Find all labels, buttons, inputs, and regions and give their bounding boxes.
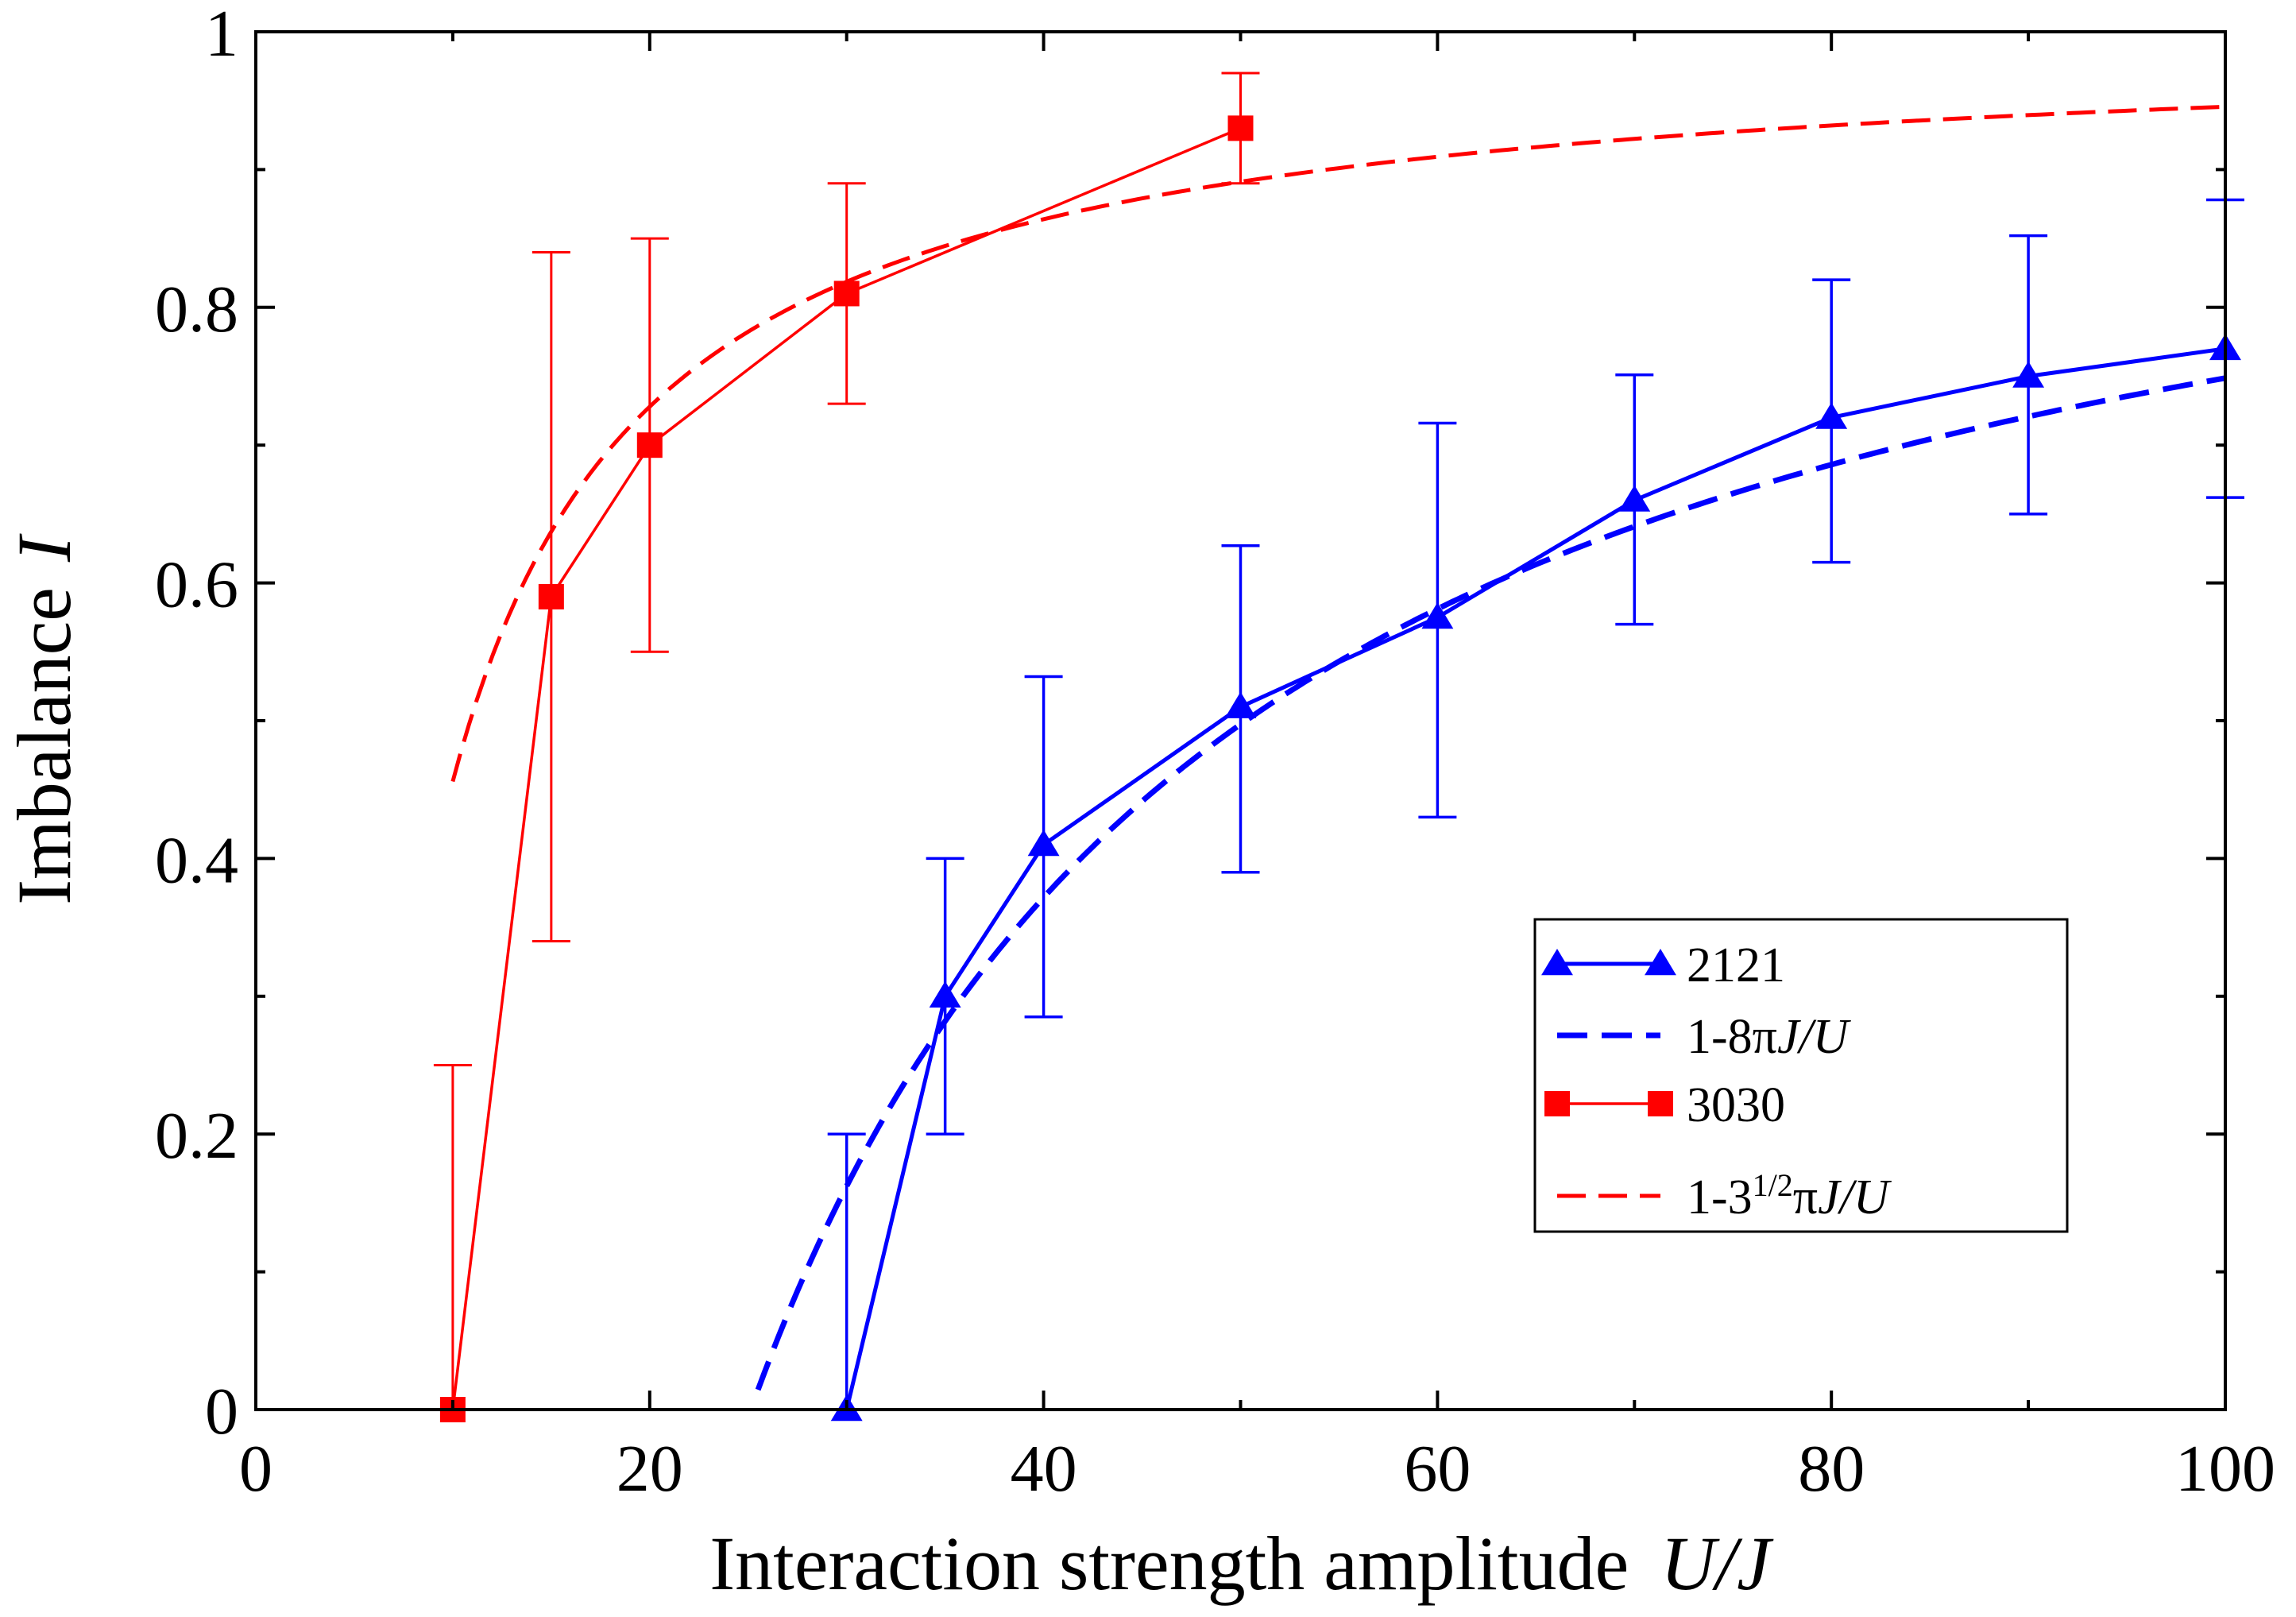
legend-box xyxy=(1533,918,2069,1233)
data-point xyxy=(1618,485,1651,512)
legend-label: 3030 xyxy=(1687,1078,1785,1132)
plot-marks xyxy=(433,72,2244,1422)
x-axis-title-text: Interaction strength amplitude xyxy=(709,1521,1629,1606)
x-tick-label: 100 xyxy=(2175,1432,2275,1506)
data-point xyxy=(1815,402,1848,429)
axes: 0 20 40 60 80 100 0 0.2 0.4 0.6 0.8 1 xyxy=(155,0,2275,1506)
y-tick-label: 0 xyxy=(205,1375,238,1449)
x-tick-label: 60 xyxy=(1404,1432,1471,1506)
data-point xyxy=(1421,602,1454,629)
legend-marker xyxy=(1541,949,1573,976)
legend-label-part: 3030 xyxy=(1687,1078,1785,1132)
y-axis-title-text: Imbalance xyxy=(2,587,87,905)
y-tick-label: 0.2 xyxy=(155,1099,238,1173)
legend-label-part: 2121 xyxy=(1687,938,1785,992)
y-tick-label: 1 xyxy=(205,0,238,71)
data-point xyxy=(1227,115,1254,141)
series-2121 xyxy=(827,198,2244,1422)
y-tick-label: 0.4 xyxy=(155,823,238,897)
legend-label: 1-8πJ/U xyxy=(1687,1010,1852,1064)
legend-entry: 1-31/2πJ/U xyxy=(1557,1167,1892,1225)
y-axis-title: Imbalance I xyxy=(2,533,87,905)
data-point xyxy=(636,432,663,458)
legend-marker xyxy=(1544,1091,1570,1116)
x-axis-title: Interaction strength amplitude U/J xyxy=(709,1521,1774,1606)
legend-label-part: π xyxy=(1793,1170,1818,1224)
data-point xyxy=(929,981,961,1008)
legend-entry: 2121 xyxy=(1541,938,1785,992)
legend-label-part: J/U xyxy=(1777,1010,1852,1064)
x-axis-title-symbol: U/J xyxy=(1660,1521,1774,1606)
y-axis-title-symbol: I xyxy=(2,533,87,563)
data-point xyxy=(1027,830,1060,857)
legend-label-part: 1-8π xyxy=(1687,1010,1777,1064)
data-point xyxy=(833,280,860,307)
legend-label: 2121 xyxy=(1687,938,1785,992)
error-bar xyxy=(433,1064,472,1410)
legend-label: 1-31/2πJ/U xyxy=(1687,1167,1892,1225)
series-18JU xyxy=(755,375,2226,1391)
theory-curve xyxy=(450,104,2226,783)
theory-curve xyxy=(755,375,2226,1391)
x-tick-label: 80 xyxy=(1798,1432,1865,1506)
legend-label-part: J/U xyxy=(1818,1170,1892,1224)
data-point xyxy=(538,583,564,609)
data-point xyxy=(2012,361,2045,388)
error-bar xyxy=(827,1132,866,1410)
y-tick-label: 0.6 xyxy=(155,548,238,622)
legend-label-part: 1/2 xyxy=(1753,1167,1793,1203)
legend-entry: 3030 xyxy=(1544,1078,1785,1132)
series-1312JU xyxy=(450,104,2226,783)
x-tick-label: 0 xyxy=(239,1432,273,1506)
legend-marker xyxy=(1648,1091,1673,1116)
legend-marker xyxy=(1645,949,1676,976)
data-point xyxy=(1224,691,1257,718)
legend-entry: 1-8πJ/U xyxy=(1557,1010,1852,1064)
series-3030 xyxy=(433,72,1260,1422)
series-line xyxy=(845,346,2226,1410)
x-tick-label: 40 xyxy=(1011,1432,1077,1506)
x-tick-label: 20 xyxy=(617,1432,683,1506)
y-tick-label: 0.8 xyxy=(155,273,238,346)
legend-label-part: 1-3 xyxy=(1687,1170,1753,1224)
